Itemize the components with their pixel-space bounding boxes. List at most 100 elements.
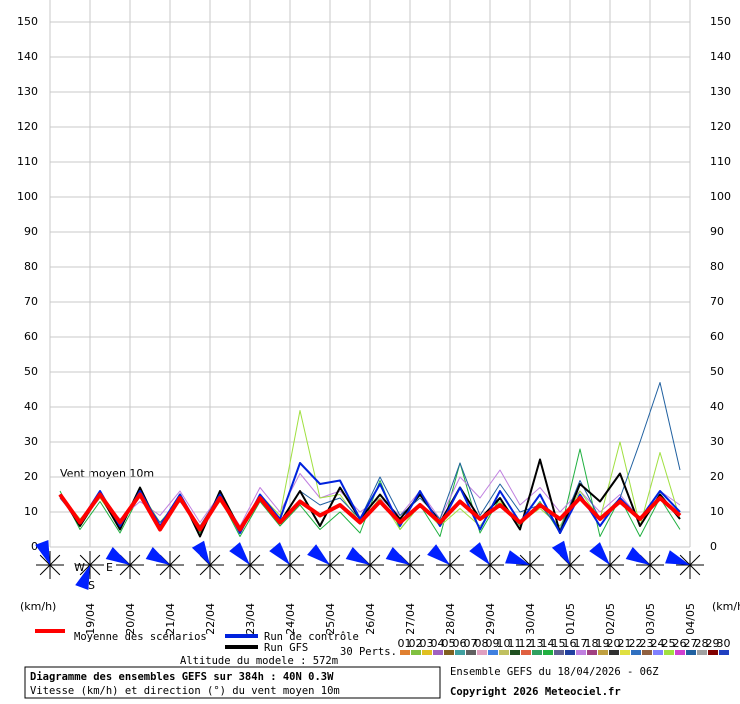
wind-arrow	[625, 546, 650, 565]
x-tick-label: 28/04	[444, 603, 457, 635]
wind-arrow	[307, 544, 330, 565]
x-tick-label: 01/05	[564, 603, 577, 635]
y-tick-label-right: 30	[710, 435, 724, 448]
wind-marker	[665, 550, 704, 579]
perturbation-name: 14	[541, 637, 555, 650]
y-tick-label: 40	[24, 400, 38, 413]
perturbation-name: 01	[398, 637, 412, 650]
y-axis-label-right: (km/h)	[712, 600, 740, 613]
perturbation-name: 18	[585, 637, 599, 650]
y-tick-label: 0	[31, 540, 38, 553]
y-tick-label-right: 50	[710, 365, 724, 378]
x-tick-label: 03/05	[644, 603, 657, 635]
title: Diagramme des ensembles GEFS sur 384h : …	[30, 671, 334, 683]
legend-label: Run de contrôle	[264, 631, 359, 643]
perturbation-name: 12	[519, 637, 533, 650]
x-tick-label: 24/04	[284, 603, 297, 635]
perturbation-swatch	[675, 650, 685, 655]
legend-label: Moyenne des scénarios	[74, 631, 207, 643]
perturbation-swatch	[488, 650, 498, 655]
wind-arrow	[505, 550, 530, 565]
perturbation-swatch	[576, 650, 586, 655]
perturbation-swatch	[598, 650, 608, 655]
perturbation-name: 03	[420, 637, 434, 650]
perturbation-name: 02	[409, 637, 423, 650]
y-tick-label: 10	[24, 505, 38, 518]
y-axis-label: (km/h)	[20, 600, 56, 613]
y-tick-label-right: 100	[710, 190, 731, 203]
y-tick-label: 50	[24, 365, 38, 378]
perturbation-swatch	[554, 650, 564, 655]
perturbation-swatch	[543, 650, 553, 655]
x-tick-label: 20/04	[124, 603, 137, 635]
compass-label: W	[74, 561, 85, 574]
wind-marker	[229, 542, 264, 579]
y-tick-label: 60	[24, 330, 38, 343]
x-tick-label: 04/05	[684, 603, 697, 635]
y-tick-label: 70	[24, 295, 38, 308]
run-info: Ensemble GEFS du 18/04/2026 - 06Z	[450, 666, 659, 678]
wind-marker	[345, 546, 384, 579]
annotation: Vent moyen 10m	[60, 467, 154, 480]
wind-marker	[269, 542, 304, 579]
perturbation-name: 13	[530, 637, 544, 650]
y-tick-label-right: 60	[710, 330, 724, 343]
y-tick-label-right: 40	[710, 400, 724, 413]
perturbation-name: 08	[475, 637, 489, 650]
perturbation-swatch	[422, 650, 432, 655]
y-tick-label: 30	[24, 435, 38, 448]
compass-label: E	[106, 561, 113, 574]
perturbation-swatch	[400, 650, 410, 655]
perturbation-swatch	[719, 650, 729, 655]
perturbation-name: 21	[618, 637, 632, 650]
y-tick-label: 110	[17, 155, 38, 168]
wind-marker	[75, 551, 104, 590]
y-tick-label-right: 20	[710, 470, 724, 483]
x-tick-label: 27/04	[404, 603, 417, 635]
y-tick-label: 140	[17, 50, 38, 63]
wind-marker	[385, 546, 424, 579]
perturbation-name: 30	[717, 637, 731, 650]
y-tick-label: 120	[17, 120, 38, 133]
perturbation-swatch	[477, 650, 487, 655]
perturbation-name: 17	[574, 637, 588, 650]
perturbation-name: 06	[453, 637, 467, 650]
perturbation-name: 04	[431, 637, 445, 650]
y-tick-label: 130	[17, 85, 38, 98]
perturbation-name: 27	[684, 637, 698, 650]
x-tick-label: 29/04	[484, 603, 497, 635]
wind-marker	[145, 546, 184, 579]
perturbation-swatch	[499, 650, 509, 655]
perturbation-name: 20	[607, 637, 621, 650]
y-tick-label-right: 0	[710, 540, 717, 553]
y-tick-label-right: 120	[710, 120, 731, 133]
perturbation-swatch	[444, 650, 454, 655]
perturbation-swatch	[510, 650, 520, 655]
y-tick-label-right: 80	[710, 260, 724, 273]
wind-arrow	[269, 542, 290, 565]
perturbation-swatch	[708, 650, 718, 655]
y-tick-label-right: 130	[710, 85, 731, 98]
wind-arrow	[551, 540, 570, 565]
perturbation-swatch	[664, 650, 674, 655]
perturbation-swatch	[466, 650, 476, 655]
perturbation-swatch	[587, 650, 597, 655]
info-box	[24, 666, 441, 699]
x-tick-label: 02/05	[604, 603, 617, 635]
copyright: Copyright 2026 Meteociel.fr	[450, 686, 621, 698]
subtitle: Vitesse (km/h) et direction (°) du vent …	[30, 685, 340, 697]
perturbation-name: 07	[464, 637, 478, 650]
perturbation-name: 28	[695, 637, 709, 650]
perturbation-name: 19	[596, 637, 610, 650]
perturbation-name: 10	[497, 637, 511, 650]
perturbation-name: 22	[629, 637, 643, 650]
perturbation-swatch	[433, 650, 443, 655]
wind-arrow	[145, 546, 170, 565]
y-tick-label: 90	[24, 225, 38, 238]
wind-marker	[105, 546, 144, 579]
y-tick-label: 100	[17, 190, 38, 203]
perturbation-name: 26	[673, 637, 687, 650]
perturbation-name: 23	[640, 637, 654, 650]
perturbation-name: 05	[442, 637, 456, 650]
wind-marker	[191, 540, 224, 579]
